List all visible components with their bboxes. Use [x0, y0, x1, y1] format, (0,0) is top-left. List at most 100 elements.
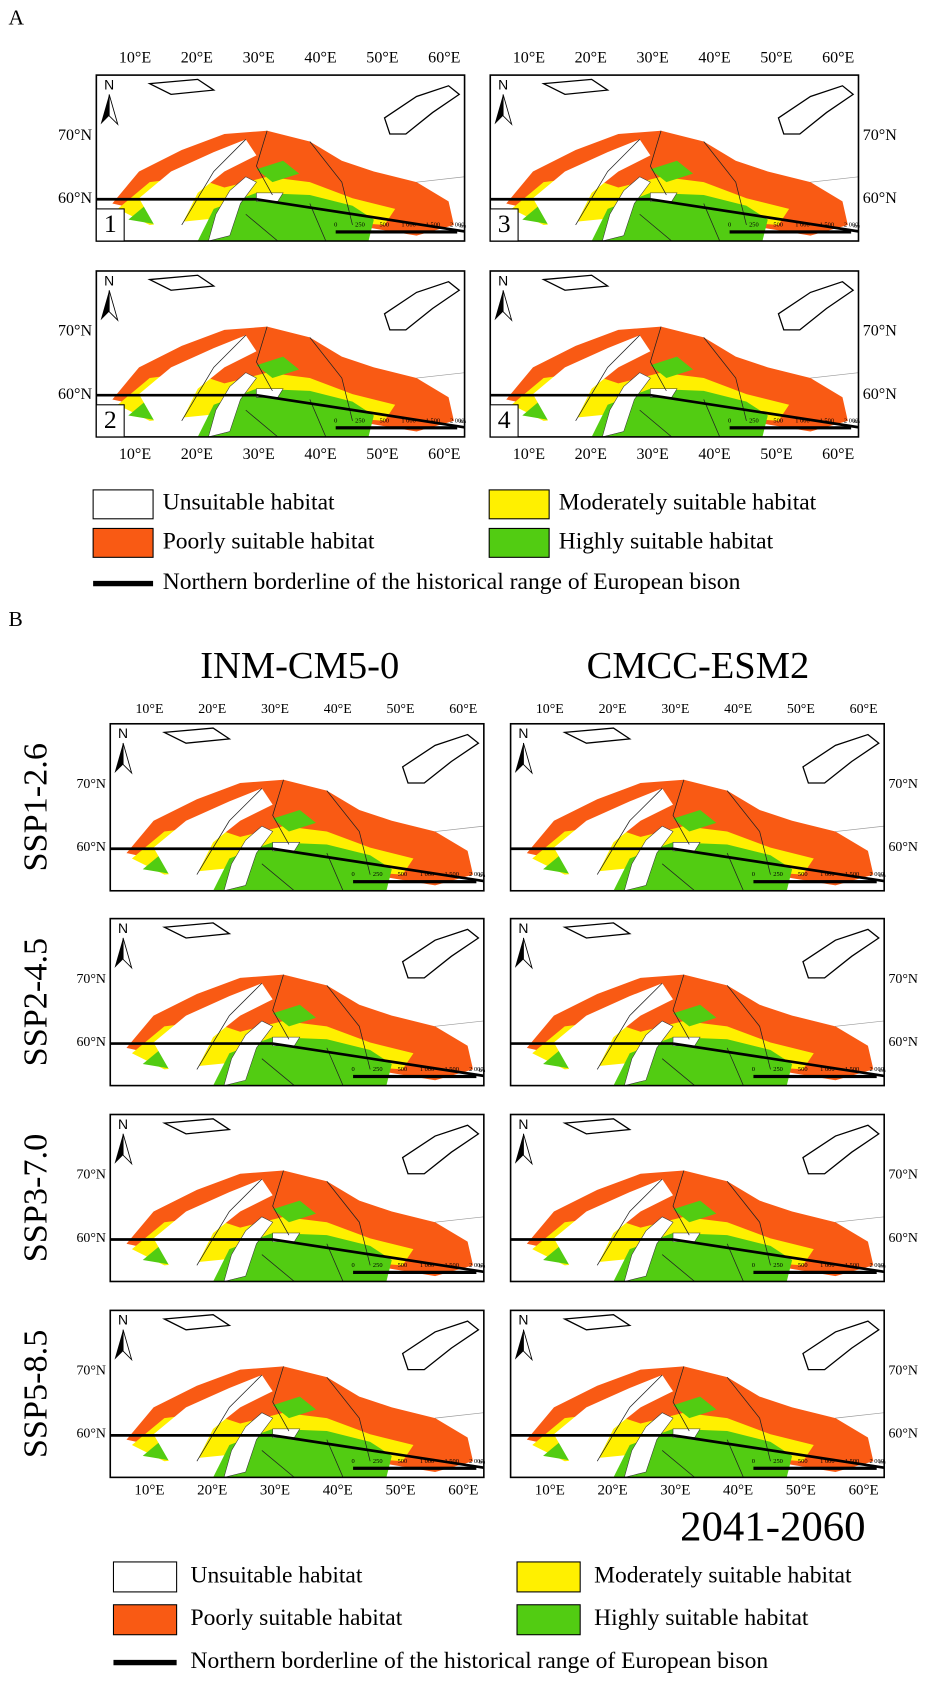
habitat-high [613, 1233, 793, 1282]
lon-label: 60°E [448, 1483, 478, 1499]
lon-label: 10°E [536, 702, 564, 717]
scale-bar [353, 1466, 477, 1470]
lon-label: 40°E [304, 50, 336, 67]
scale-label: 1 000 [401, 417, 415, 424]
north-arrow [100, 94, 110, 125]
scale-label: 2 000 [450, 221, 464, 228]
north-arrow [502, 290, 513, 322]
panel-number: 1 [104, 209, 117, 238]
scenario-label: SSP2-4.5 [16, 938, 54, 1067]
lon-label: 50°E [787, 702, 815, 717]
north-arrow [523, 1329, 533, 1362]
north-label: N [498, 76, 508, 92]
scale-label: 500 [798, 1262, 808, 1269]
legend-swatch [112, 1561, 178, 1593]
scale-label: 500 [798, 1458, 808, 1465]
panel-label: B [9, 607, 23, 631]
map-frame [95, 74, 466, 242]
map-frame [109, 1309, 485, 1479]
north-arrow [523, 742, 533, 775]
north-label: N [118, 1116, 128, 1132]
land-unsuitable [553, 1179, 674, 1277]
borders [196, 779, 371, 891]
lat-label: 70°N [863, 127, 897, 144]
lon-label: 60°E [822, 50, 854, 67]
lat-label: 60°N [76, 1427, 106, 1442]
lon-label: 30°E [660, 1483, 690, 1499]
lat-label: 70°N [76, 1168, 106, 1183]
scale-unit: km [853, 223, 861, 229]
lon-label: 60°E [822, 446, 854, 463]
scale-label: 2 000 [869, 1262, 883, 1269]
north-arrow [108, 290, 119, 322]
historical-borderline [272, 847, 484, 883]
scale-label: 1 500 [444, 1458, 458, 1465]
lon-label: 50°E [387, 702, 415, 717]
lat-label: 70°N [76, 777, 106, 792]
scale-label: 1 000 [795, 221, 809, 228]
borders [596, 1170, 771, 1282]
legend-label: Highly suitable habitat [594, 1605, 809, 1631]
scale-label: 500 [798, 1066, 808, 1073]
map-panel [510, 1310, 885, 1478]
scale-label: 1 500 [820, 417, 834, 424]
lat-label: 60°N [888, 1231, 918, 1246]
scale-label: 250 [373, 1066, 383, 1073]
scale-label: 2 000 [869, 1458, 883, 1465]
scale-label: 2 000 [844, 417, 858, 424]
scale-label: 1 500 [845, 1458, 859, 1465]
map-frame [95, 270, 466, 438]
historical-borderline [650, 393, 859, 429]
scale-label: 2 000 [844, 221, 858, 228]
lat-label: 60°N [888, 1427, 918, 1442]
lon-label: 30°E [243, 50, 275, 67]
map-panel [510, 723, 885, 891]
scale-label: 1 000 [820, 871, 834, 878]
lon-label: 60°E [850, 702, 878, 717]
habitat-high [613, 1428, 793, 1478]
panel-number-box [95, 404, 125, 438]
north-arrow [100, 290, 110, 321]
legend-swatch [112, 1604, 178, 1636]
lon-label: 20°E [575, 446, 607, 463]
scale-label: 0 [334, 221, 337, 228]
lon-label: 50°E [786, 1483, 816, 1499]
arctic-islands [162, 1314, 480, 1371]
scenario-label: SSP5-8.5 [16, 1330, 54, 1458]
north-label: N [498, 272, 508, 288]
scale-label: 2 000 [469, 1066, 483, 1073]
scale-label: 1 000 [420, 1458, 434, 1465]
scale-unit: km [853, 419, 861, 425]
scale-label: 2 000 [869, 1066, 883, 1073]
north-label: N [118, 725, 128, 741]
lon-label: 30°E [260, 1483, 290, 1499]
scale-label: 0 [752, 1458, 755, 1465]
scale-unit: km [879, 1068, 887, 1074]
legend-swatch [92, 489, 154, 520]
map-frame [509, 722, 885, 892]
lon-label: 40°E [698, 50, 730, 67]
lon-label: 30°E [637, 50, 669, 67]
north-label: N [518, 1116, 528, 1132]
lon-label: 30°E [243, 446, 275, 463]
scale-label: 250 [355, 221, 365, 228]
lon-label: 20°E [197, 1483, 227, 1499]
lon-label: 20°E [198, 702, 226, 717]
scale-label: 250 [373, 1458, 383, 1465]
lon-label: 60°E [428, 50, 460, 67]
lat-label: 70°N [863, 323, 897, 340]
scale-label: 500 [398, 1066, 408, 1073]
historical-borderline [672, 847, 885, 883]
scale-label: 1 000 [420, 871, 434, 878]
scale-label: 500 [798, 871, 808, 878]
scale-bar [353, 1074, 477, 1079]
scale-label: 1 500 [426, 221, 440, 228]
lon-label: 50°E [366, 446, 398, 463]
lon-label: 30°E [661, 702, 689, 717]
land-unsuitable [139, 335, 257, 432]
scale-label: 500 [398, 1262, 408, 1269]
north-label: N [104, 76, 114, 92]
scale-label: 500 [398, 871, 408, 878]
scale-label: 1 000 [820, 1262, 834, 1269]
lat-label: 70°N [76, 972, 106, 987]
